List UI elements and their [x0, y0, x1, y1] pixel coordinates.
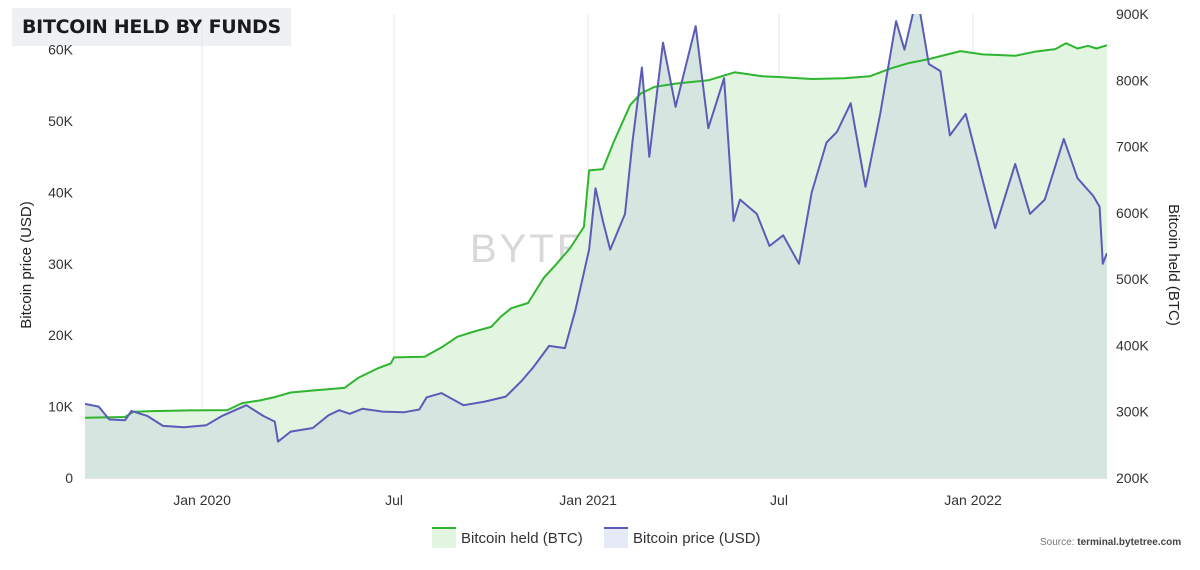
- right-tick-label: 500K: [1116, 271, 1149, 287]
- left-axis-title: Bitcoin price (USD): [18, 201, 35, 329]
- right-tick-label: 700K: [1116, 139, 1149, 155]
- x-tick-label: Jan 2022: [944, 492, 1002, 508]
- left-tick-label: 0: [65, 470, 73, 486]
- x-tick-label: Jul: [385, 492, 403, 508]
- source-note: Source: terminal.bytetree.com: [1040, 537, 1181, 548]
- legend: Bitcoin held (BTC) Bitcoin price (USD): [432, 527, 761, 548]
- legend-label-btc-held: Bitcoin held (BTC): [461, 530, 583, 547]
- legend-swatch-btc-held: [432, 528, 456, 548]
- right-axis-ticks: 200K 300K 400K 500K 600K 700K 800K 900K: [1116, 6, 1149, 486]
- right-tick-label: 800K: [1116, 72, 1149, 88]
- source-label: Source:: [1040, 537, 1075, 548]
- x-tick-label: Jul: [770, 492, 788, 508]
- left-axis-ticks: 0 10K 20K 30K 40K 50K 60K: [48, 42, 74, 486]
- left-tick-label: 50K: [48, 113, 74, 129]
- right-axis-title: Bitcoin held (BTC): [1165, 204, 1182, 326]
- left-tick-label: 30K: [48, 256, 74, 272]
- right-tick-label: 900K: [1116, 6, 1149, 22]
- series-areas: [85, 14, 1107, 478]
- left-tick-label: 60K: [48, 42, 74, 58]
- legend-item-btc-price[interactable]: Bitcoin price (USD): [604, 527, 761, 548]
- series-line-btc-price[interactable]: [85, 0, 1107, 443]
- x-tick-label: Jan 2020: [173, 492, 231, 508]
- chart-title-box: BITCOIN HELD BY FUNDS: [12, 8, 291, 46]
- source-link[interactable]: terminal.bytetree.com: [1077, 537, 1182, 548]
- left-tick-label: 40K: [48, 184, 74, 200]
- x-axis-ticks: Jan 2020 Jul Jan 2021 Jul Jan 2022: [173, 492, 1002, 508]
- legend-swatch-btc-price: [604, 528, 628, 548]
- x-tick-label: Jan 2021: [559, 492, 617, 508]
- series-lines: [85, 0, 1107, 443]
- right-tick-label: 200K: [1116, 470, 1149, 486]
- legend-item-btc-held[interactable]: Bitcoin held (BTC): [432, 527, 583, 548]
- legend-label-btc-price: Bitcoin price (USD): [633, 530, 761, 547]
- right-tick-label: 600K: [1116, 205, 1149, 221]
- series-area-btc-price: [85, 14, 1107, 478]
- right-tick-label: 400K: [1116, 337, 1149, 353]
- right-tick-label: 300K: [1116, 404, 1149, 420]
- left-tick-label: 10K: [48, 399, 74, 415]
- left-tick-label: 20K: [48, 327, 74, 343]
- series-line-btc-held[interactable]: [85, 42, 1107, 419]
- chart-title: BITCOIN HELD BY FUNDS: [22, 16, 281, 38]
